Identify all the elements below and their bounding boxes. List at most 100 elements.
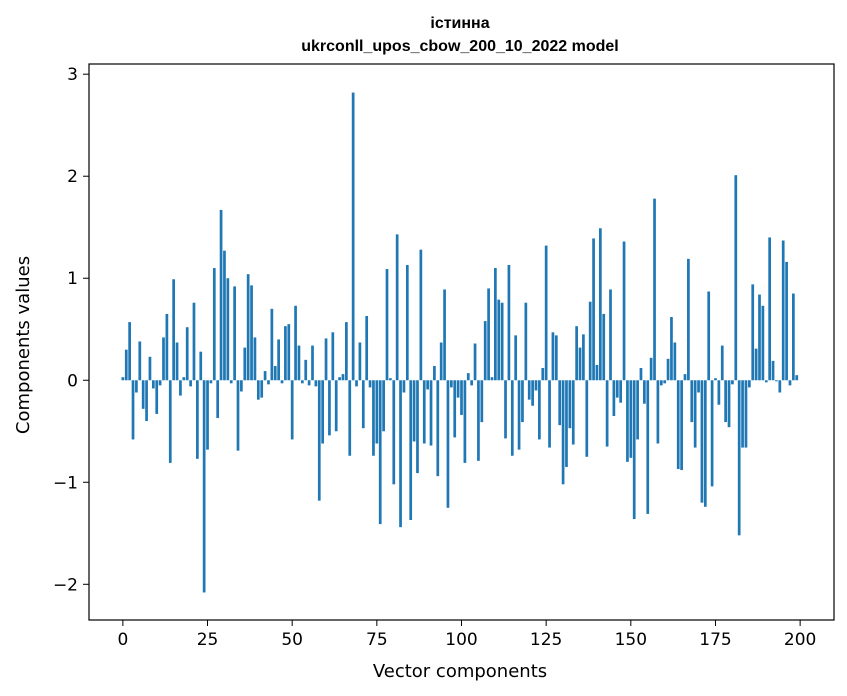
bar — [470, 380, 474, 386]
bar — [727, 380, 731, 428]
bar — [592, 238, 595, 381]
bar — [788, 380, 792, 386]
y-tick-label: 0 — [67, 371, 78, 391]
bar — [632, 380, 636, 519]
bar — [605, 380, 609, 447]
bar — [256, 380, 260, 400]
bar — [358, 342, 362, 381]
plot-frame — [88, 63, 835, 621]
bar — [582, 334, 585, 381]
bar — [531, 380, 534, 406]
bar — [690, 380, 694, 423]
bar — [196, 380, 199, 459]
bar — [412, 380, 416, 442]
bar — [199, 351, 203, 381]
bar — [419, 249, 423, 381]
bar — [771, 360, 775, 381]
bar — [578, 347, 582, 381]
bar — [785, 261, 788, 381]
bar — [504, 380, 507, 439]
bar — [588, 301, 592, 381]
bar — [643, 380, 646, 404]
bar — [131, 380, 135, 440]
x-tick-label: 50 — [281, 630, 303, 650]
bar — [602, 313, 606, 381]
bar — [524, 302, 528, 381]
bar — [510, 380, 514, 456]
bar — [768, 237, 772, 381]
bar — [124, 349, 128, 381]
bar — [734, 175, 738, 381]
bar — [212, 268, 216, 381]
bar — [670, 317, 673, 381]
bar — [453, 380, 457, 438]
bar — [317, 380, 321, 501]
bar — [778, 380, 782, 393]
bar — [439, 342, 443, 381]
bar — [233, 286, 236, 381]
bar — [206, 380, 209, 450]
bar — [331, 332, 335, 381]
bar — [703, 380, 707, 507]
y-axis-label: Components values — [13, 256, 34, 434]
bar — [128, 322, 131, 381]
bar — [568, 380, 572, 429]
bar — [656, 380, 660, 444]
bar — [565, 380, 568, 467]
bar — [615, 380, 619, 398]
bar — [328, 380, 331, 436]
bar — [700, 380, 704, 503]
bar — [409, 380, 413, 521]
bar — [527, 380, 531, 400]
bar — [223, 250, 226, 381]
bar — [135, 380, 138, 393]
x-tick-label: 200 — [784, 630, 816, 650]
bar — [273, 365, 277, 381]
bar — [314, 380, 318, 387]
bar — [612, 380, 616, 416]
bar — [307, 380, 311, 386]
bar — [345, 322, 348, 381]
bar — [338, 377, 341, 381]
bar — [155, 380, 159, 414]
bar — [764, 380, 768, 383]
bar — [456, 380, 460, 398]
bar — [521, 380, 524, 423]
bar — [321, 380, 325, 444]
bar — [151, 380, 155, 389]
bar — [676, 380, 680, 470]
bar — [460, 380, 463, 415]
bar — [216, 380, 220, 419]
bar — [466, 373, 470, 381]
bar — [185, 327, 189, 381]
bar — [619, 380, 623, 403]
bar — [226, 278, 230, 381]
x-tick-label: 175 — [699, 630, 731, 650]
chart-title-line-1: істинна — [430, 15, 489, 32]
bar — [754, 348, 758, 381]
bar — [666, 358, 670, 381]
bar — [433, 365, 436, 381]
bar — [436, 380, 440, 477]
bar — [138, 341, 142, 381]
bar — [280, 380, 284, 384]
bar — [636, 380, 639, 440]
bar — [334, 380, 338, 432]
bar — [175, 342, 179, 381]
y-tick-label: −1 — [53, 473, 78, 493]
y-axis-ticks: −2 −1 0 1 2 3 — [53, 65, 89, 595]
bar — [145, 380, 148, 422]
bar — [355, 380, 358, 387]
bar — [561, 380, 565, 485]
bar — [141, 380, 145, 409]
bar — [609, 289, 612, 381]
chart-title-line-2: ukrconll_upos_cbow_200_10_2022 model — [301, 38, 618, 55]
bar — [473, 343, 477, 381]
bar — [680, 380, 683, 471]
bar — [165, 313, 169, 381]
bar — [182, 377, 186, 381]
bar — [480, 380, 484, 423]
x-tick-label: 75 — [366, 630, 388, 650]
bar — [781, 240, 785, 381]
bar — [514, 335, 518, 381]
